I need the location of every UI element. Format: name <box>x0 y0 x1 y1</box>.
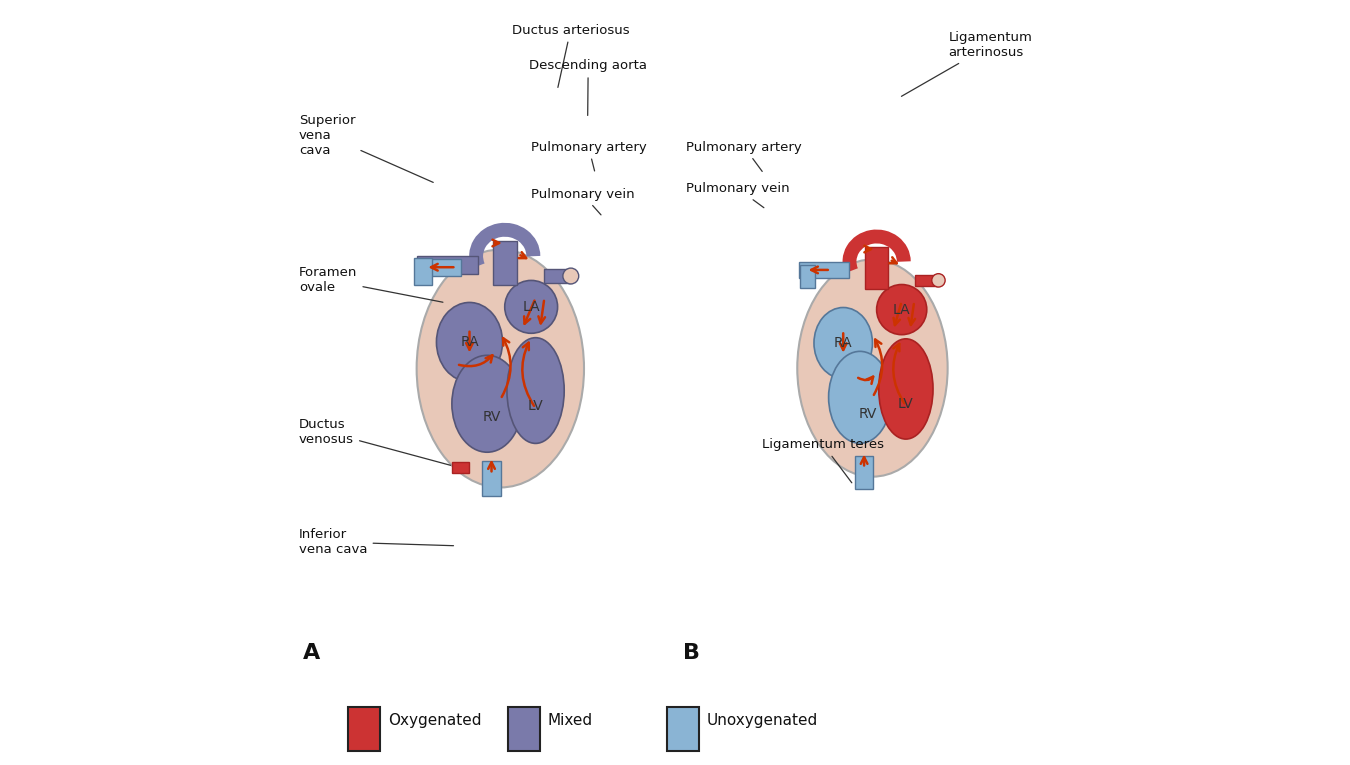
Text: Pulmonary artery: Pulmonary artery <box>686 141 802 171</box>
Ellipse shape <box>436 302 502 382</box>
Text: Descending aorta: Descending aorta <box>529 60 647 116</box>
Text: A: A <box>302 643 320 663</box>
Text: LV: LV <box>528 399 544 413</box>
Text: Pulmonary artery: Pulmonary artery <box>531 141 647 171</box>
Ellipse shape <box>814 308 872 379</box>
Text: Ductus
venosus: Ductus venosus <box>300 418 451 465</box>
FancyBboxPatch shape <box>417 259 460 275</box>
Text: LA: LA <box>892 303 910 317</box>
Text: Inferior
vena cava: Inferior vena cava <box>300 528 454 556</box>
Text: Pulmonary vein: Pulmonary vein <box>531 187 634 215</box>
FancyBboxPatch shape <box>417 256 478 274</box>
FancyBboxPatch shape <box>801 265 815 288</box>
Ellipse shape <box>508 337 564 444</box>
Text: Oxygenated: Oxygenated <box>387 713 482 728</box>
Ellipse shape <box>505 281 558 334</box>
FancyBboxPatch shape <box>915 275 938 285</box>
Text: Pulmonary vein: Pulmonary vein <box>686 182 790 208</box>
Ellipse shape <box>417 249 585 487</box>
Text: RA: RA <box>460 335 479 349</box>
Ellipse shape <box>452 355 522 452</box>
FancyBboxPatch shape <box>508 707 540 750</box>
FancyBboxPatch shape <box>482 461 501 496</box>
Ellipse shape <box>798 259 948 477</box>
Ellipse shape <box>879 339 933 439</box>
Text: Ligamentum teres: Ligamentum teres <box>763 438 884 483</box>
Text: RA: RA <box>834 336 853 350</box>
FancyBboxPatch shape <box>865 247 888 288</box>
Text: LV: LV <box>898 396 914 411</box>
Circle shape <box>563 268 579 284</box>
FancyBboxPatch shape <box>544 269 571 282</box>
Text: B: B <box>683 643 699 663</box>
Text: Ligamentum
arterinosus: Ligamentum arterinosus <box>902 31 1033 96</box>
FancyBboxPatch shape <box>348 707 381 750</box>
Text: Superior
vena
cava: Superior vena cava <box>300 114 433 182</box>
Text: Mixed: Mixed <box>547 713 593 728</box>
Text: Unoxygenated: Unoxygenated <box>707 713 818 728</box>
Text: RV: RV <box>482 410 501 424</box>
Ellipse shape <box>876 285 926 334</box>
Text: Ductus arteriosus: Ductus arteriosus <box>512 24 629 87</box>
Text: Foramen
ovale: Foramen ovale <box>300 266 443 302</box>
FancyBboxPatch shape <box>855 456 873 489</box>
Text: RV: RV <box>859 407 878 421</box>
FancyBboxPatch shape <box>452 462 470 473</box>
Circle shape <box>931 274 945 287</box>
Ellipse shape <box>829 351 891 443</box>
Text: LA: LA <box>522 300 540 314</box>
FancyBboxPatch shape <box>667 707 699 750</box>
FancyBboxPatch shape <box>493 241 517 285</box>
FancyBboxPatch shape <box>414 259 432 285</box>
FancyBboxPatch shape <box>799 262 849 278</box>
